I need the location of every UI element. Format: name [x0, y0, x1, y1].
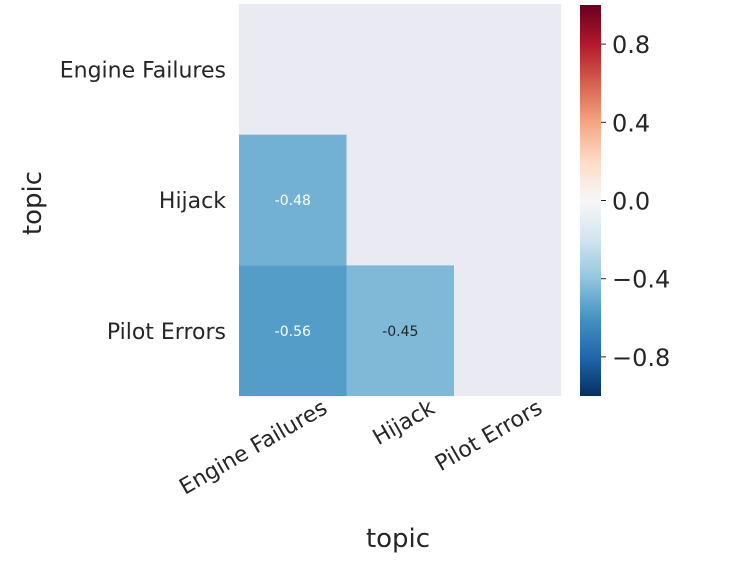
colorbar: [580, 5, 601, 396]
cell-value-label: -0.45: [382, 324, 418, 340]
heatmap-cell: [239, 265, 347, 397]
colorbar-tick-label: 0.0: [612, 188, 650, 216]
x-tick-label: Hijack: [369, 395, 440, 450]
colorbar-tick-label: 0.8: [612, 31, 650, 59]
colorbar-tick-label: 0.4: [612, 109, 650, 137]
y-tick-label: Pilot Errors: [107, 320, 226, 345]
y-axis-title: topic: [18, 171, 48, 235]
cell-value-label: -0.48: [275, 193, 311, 209]
cell-value-label: -0.56: [275, 324, 311, 340]
y-tick-label: Hijack: [159, 189, 226, 214]
y-tick-labels: Engine Failures Hijack Pilot Errors: [60, 58, 227, 345]
heatmap-cell: [346, 265, 454, 397]
y-tick-label: Engine Failures: [60, 58, 226, 83]
colorbar-ticks: 0.8 0.4 0.0 −0.4 −0.8: [601, 31, 670, 372]
x-axis-title: topic: [366, 524, 430, 554]
heatmap-cell: [239, 134, 347, 266]
x-tick-label: Pilot Errors: [431, 396, 547, 477]
colorbar-tick-label: −0.4: [612, 266, 670, 294]
x-tick-label: Engine Failures: [175, 396, 331, 501]
cell-labels-layer: -0.48 -0.56 -0.45: [275, 193, 419, 340]
cells-layer: [239, 134, 454, 397]
colorbar-tick-label: −0.8: [612, 344, 670, 372]
